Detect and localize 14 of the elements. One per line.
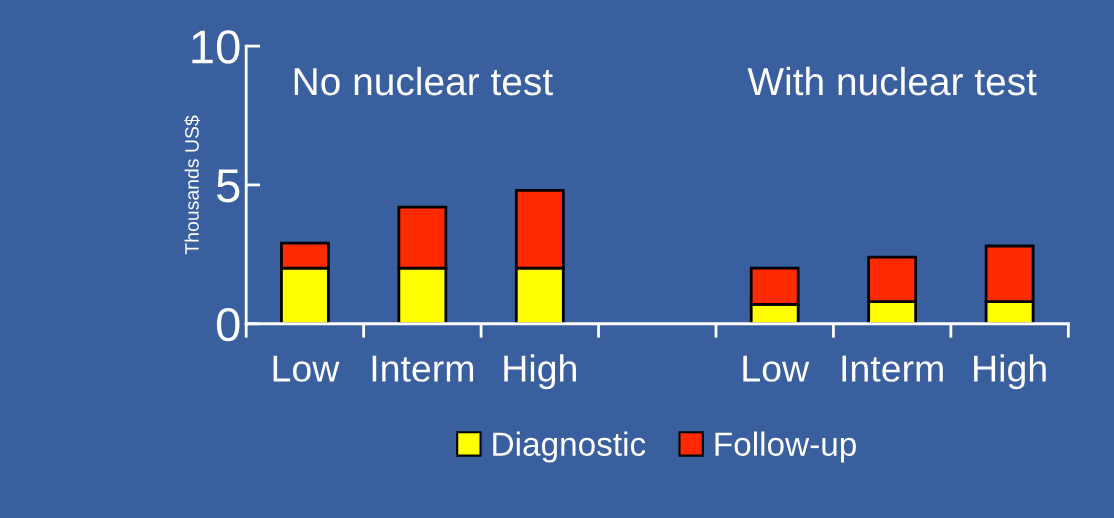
x-tick-label: Interm [842, 355, 943, 382]
legend-label: Diagnostic [493, 431, 646, 463]
y-tick-label: 0 [216, 307, 240, 342]
y-tick-label: 10 [192, 30, 240, 64]
y-tick-label: 5 [216, 169, 240, 203]
y-axis-title: Thousands US$ [184, 115, 201, 255]
x-tick-label: High [504, 354, 576, 390]
x-tick-label: Low [273, 355, 340, 382]
x-tick-label: High [974, 354, 1046, 390]
annotation: No nuclear test [294, 66, 553, 96]
x-tick-label: Interm [372, 355, 474, 382]
annotation: With nuclear test [747, 66, 1037, 96]
legend-label: Follow-up [715, 431, 856, 463]
x-tick-label: Low [743, 355, 810, 382]
